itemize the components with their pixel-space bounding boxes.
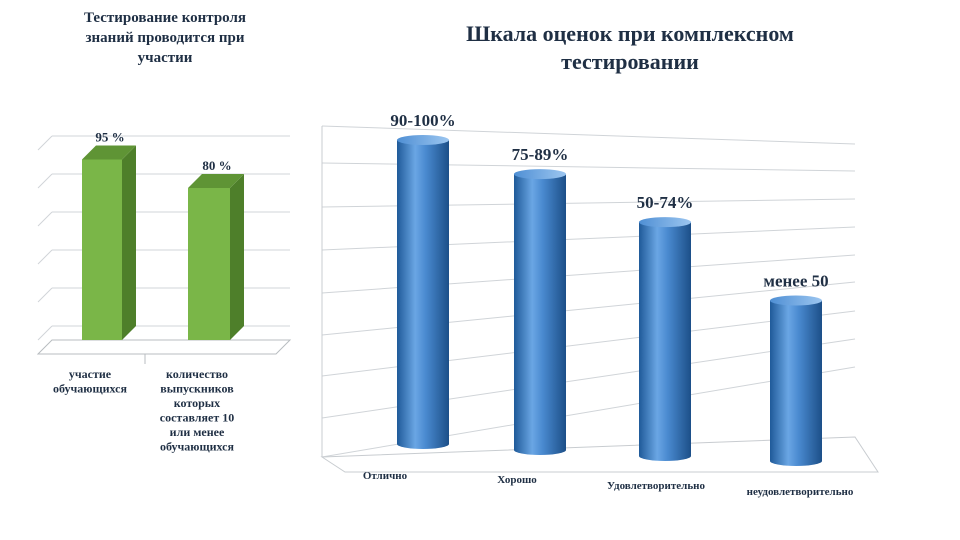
right-cylinder-body	[770, 300, 822, 466]
left-title-line: участии	[137, 50, 193, 66]
right-category-label: Хорошо	[497, 474, 537, 486]
right-cylinder-body	[639, 222, 691, 461]
left-title-line: знаний проводится при	[85, 30, 245, 46]
left-data-label: 80 %	[202, 158, 231, 173]
right-data-label: менее 50	[763, 272, 828, 291]
left-category-label: количество	[166, 367, 228, 381]
left-gridline-side	[37, 211, 53, 227]
right-gridline	[321, 125, 856, 145]
left-bar-top	[82, 145, 136, 160]
right-category-label: Удовлетворительно	[607, 480, 705, 492]
right-cylinder-top	[514, 169, 566, 180]
left-bar-side	[230, 174, 244, 340]
right-data-label: 75-89%	[512, 145, 569, 164]
left-chart-title: Тестирование контроля знаний проводится …	[40, 8, 290, 68]
right-cylinder-top	[770, 295, 822, 306]
left-category-label: или менее	[170, 425, 225, 439]
left-gridline-side	[37, 249, 53, 265]
right-cylinder-top	[639, 217, 691, 228]
right-chart-title: Шкала оценок при комплексном тестировани…	[410, 20, 850, 76]
right-bar-chart: 90-100% 75-89% 50-74% менее 50 Отлично Хорошо…	[320, 111, 879, 498]
left-bar-top	[188, 174, 244, 188]
right-title-line: тестировании	[561, 49, 699, 74]
left-bar-front	[82, 159, 122, 340]
right-category-label: Отлично	[363, 470, 408, 482]
right-cylinder-body	[397, 140, 449, 449]
right-category-label: неудовлетворительно	[747, 486, 854, 498]
left-gridline-side	[37, 287, 53, 303]
left-gridline-side	[37, 325, 53, 341]
right-title-line: Шкала оценок при комплексном	[466, 21, 794, 46]
left-title-line: Тестирование контроля	[83, 10, 247, 26]
left-bar-side	[122, 145, 136, 340]
left-category-label: выпускников	[160, 382, 234, 396]
left-category-label: которых	[174, 396, 220, 410]
right-cylinder-top	[397, 135, 449, 145]
left-category-label: участие	[69, 367, 112, 381]
left-category-label: обучающихся	[160, 440, 235, 454]
left-gridline-side	[37, 173, 53, 189]
left-category-label: обучающихся	[53, 382, 128, 396]
right-cylinder-body	[514, 174, 566, 455]
left-gridline-side	[37, 135, 53, 151]
right-data-label: 50-74%	[637, 193, 694, 212]
left-bar-front	[188, 188, 230, 340]
left-bar-chart: 95 %80 %участиеобучающихсяколичествовыпу…	[36, 130, 292, 454]
left-data-label: 95 %	[95, 130, 124, 145]
right-data-label: 90-100%	[390, 111, 455, 130]
left-floor	[36, 339, 292, 355]
left-category-label: составляет 10	[160, 411, 234, 425]
